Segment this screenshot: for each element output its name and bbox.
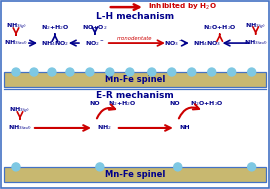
FancyBboxPatch shape [4,167,266,182]
Text: NH$_{3(g)}$: NH$_{3(g)}$ [245,22,266,32]
Text: E-R mechanism: E-R mechanism [96,91,174,101]
Text: NH$_{3(ad)}$: NH$_{3(ad)}$ [244,39,268,47]
Circle shape [66,68,74,76]
Text: N$_2$+H$_2$O: N$_2$+H$_2$O [107,100,136,108]
Text: Mn-Fe spinel: Mn-Fe spinel [105,75,165,84]
Text: NH$_4$NO$_2$: NH$_4$NO$_2$ [41,39,69,47]
Circle shape [208,68,216,76]
FancyBboxPatch shape [4,72,266,87]
Text: NH$_{3(ad)}$: NH$_{3(ad)}$ [4,39,28,47]
Circle shape [228,68,236,76]
Circle shape [12,163,20,171]
Text: NO$_2$$^-$: NO$_2$$^-$ [85,39,105,47]
Text: Mn-Fe spinel: Mn-Fe spinel [105,170,165,179]
Text: N$_2$+H$_2$O: N$_2$+H$_2$O [41,23,69,32]
Circle shape [168,68,176,76]
Circle shape [12,68,20,76]
Text: NH: NH [180,125,190,130]
Text: monodentate: monodentate [117,36,153,41]
Circle shape [106,68,114,76]
Text: NH$_{3(ad)}$: NH$_{3(ad)}$ [8,124,32,132]
Circle shape [248,163,256,171]
Circle shape [96,163,104,171]
Text: NH$_{3(g)}$: NH$_{3(g)}$ [9,106,31,116]
Text: NH$_2$: NH$_2$ [97,123,112,132]
Circle shape [148,68,156,76]
Circle shape [30,68,38,76]
Text: L-H mechanism: L-H mechanism [96,12,174,21]
Text: NO: NO [170,101,180,106]
Text: NO: NO [90,101,100,106]
Circle shape [174,163,182,171]
Text: NH$_4$NO$_3$: NH$_4$NO$_3$ [193,39,221,47]
Text: NO$_3$$^-$: NO$_3$$^-$ [164,39,184,47]
Text: NO+O$_2$: NO+O$_2$ [82,23,108,32]
Circle shape [48,68,56,76]
Text: Inhibited by H$_2$O: Inhibited by H$_2$O [148,2,217,12]
Text: NH$_{3(g)}$: NH$_{3(g)}$ [5,22,26,32]
Text: N$_2$O+H$_2$O: N$_2$O+H$_2$O [190,100,224,108]
Circle shape [188,68,196,76]
Circle shape [248,68,256,76]
Circle shape [86,68,94,76]
Circle shape [126,68,134,76]
Text: N$_2$O+H$_2$O: N$_2$O+H$_2$O [203,23,237,32]
